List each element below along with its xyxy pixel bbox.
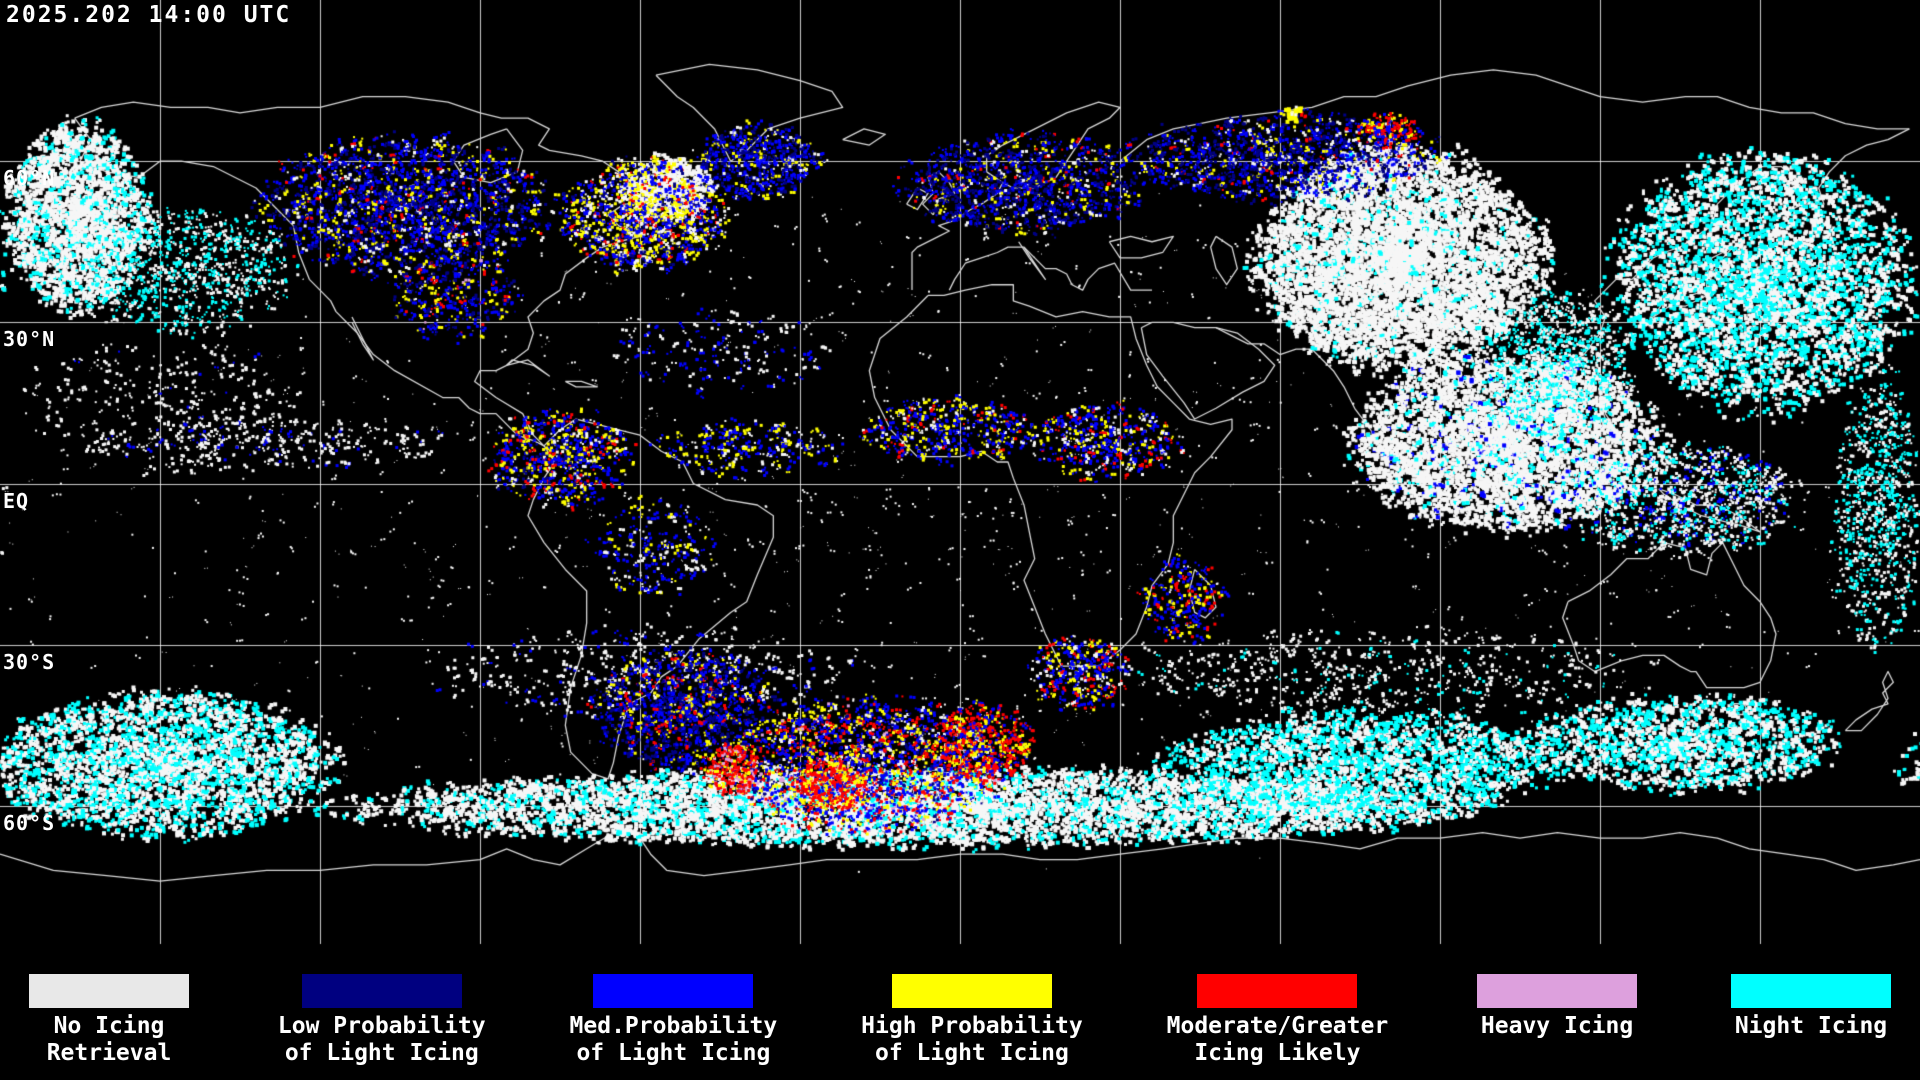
legend-swatch-night-icing [1731,974,1891,1008]
legend-swatch-moderate-greater-icing [1197,974,1358,1008]
lat-label: 30°N [3,327,56,352]
lat-label: EQ [3,488,30,513]
legend-swatch-heavy-icing [1477,974,1638,1008]
legend-swatch-low-prob-light-icing [301,974,462,1008]
world-icing-map [0,0,1920,967]
legend-item-low-prob-light-icing: Low Probability of Light Icing [278,974,486,1067]
legend-swatch-no-icing-retrieval [29,974,189,1008]
legend-swatch-high-prob-light-icing [891,974,1052,1008]
legend-label-no-icing-retrieval: No Icing Retrieval [46,1013,172,1066]
legend-label-moderate-greater-icing: Moderate/Greater Icing Likely [1166,1013,1389,1066]
legend-item-night-icing: Night Icing [1726,974,1896,1040]
legend-item-high-prob-light-icing: High Probability of Light Icing [861,974,1083,1067]
lat-label: 60°S [3,810,56,835]
lat-label: 30°S [3,649,56,674]
legend-item-heavy-icing: Heavy Icing [1472,974,1642,1040]
timestamp: 2025.202 14:00 UTC [6,2,292,28]
legend: No Icing Retrieval Low Probability of Light… [0,967,1920,1080]
legend-item-med-prob-light-icing: Med.Probability of Light Icing [569,974,778,1067]
legend-label-med-prob-light-icing: Med.Probability of Light Icing [569,1013,778,1066]
legend-item-no-icing-retrieval: No Icing Retrieval [24,974,194,1067]
legend-label-high-prob-light-icing: High Probability of Light Icing [861,1013,1083,1066]
legend-item-moderate-greater-icing: Moderate/Greater Icing Likely [1166,974,1389,1067]
lat-label: 60°N [3,166,56,191]
legend-swatch-med-prob-light-icing [593,974,754,1008]
legend-label-heavy-icing: Heavy Icing [1480,1013,1634,1039]
legend-label-night-icing: Night Icing [1734,1013,1888,1039]
legend-label-low-prob-light-icing: Low Probability of Light Icing [277,1013,486,1066]
